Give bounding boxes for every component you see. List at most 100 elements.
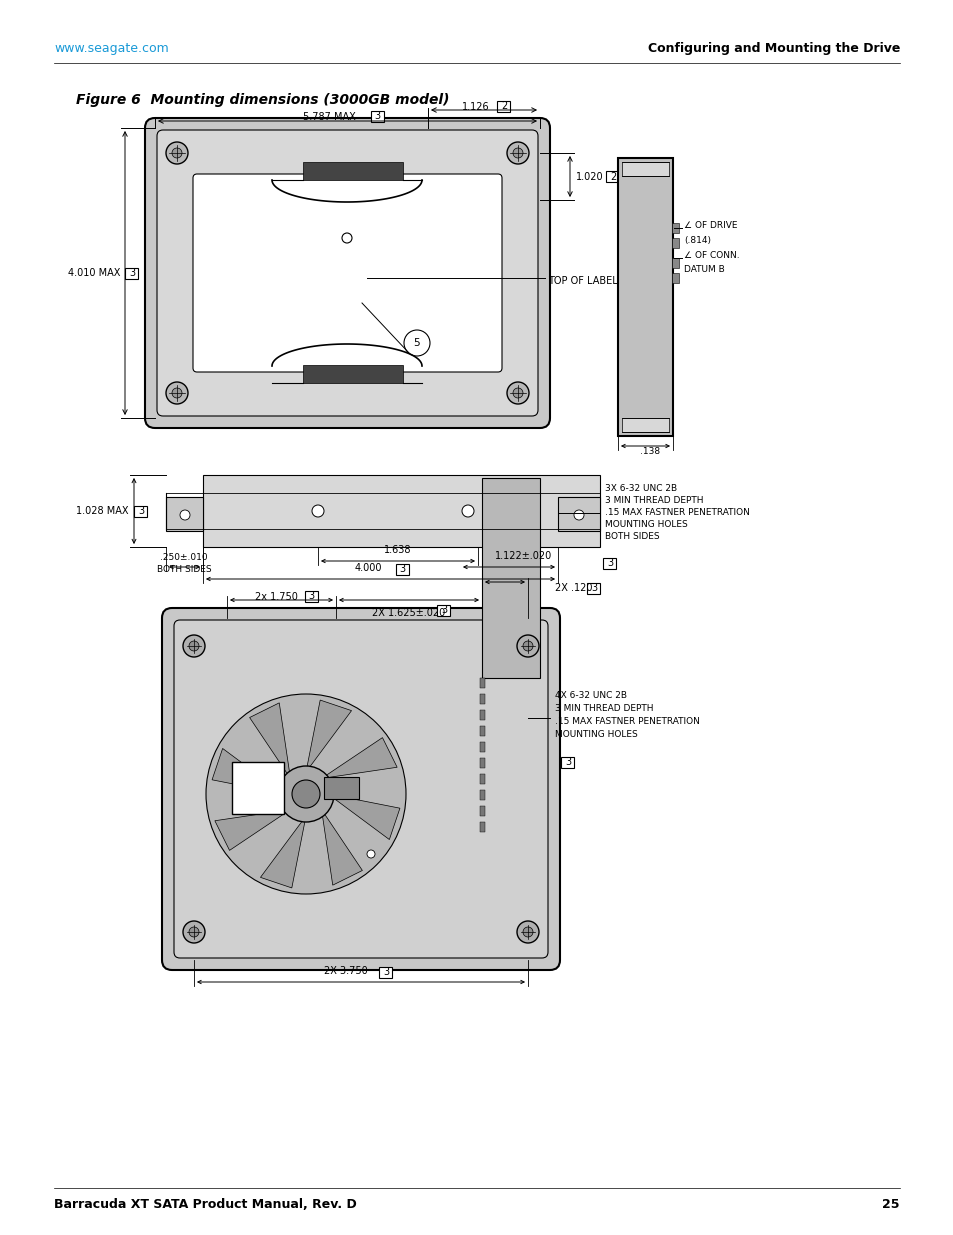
Text: 3: 3 xyxy=(440,605,447,615)
FancyBboxPatch shape xyxy=(162,608,559,969)
Text: 3: 3 xyxy=(606,558,613,568)
Text: DATUM B: DATUM B xyxy=(683,266,724,274)
Circle shape xyxy=(172,388,182,398)
Text: BOTH SIDES: BOTH SIDES xyxy=(156,564,212,573)
Circle shape xyxy=(574,510,583,520)
FancyBboxPatch shape xyxy=(157,130,537,416)
FancyBboxPatch shape xyxy=(603,557,616,568)
Circle shape xyxy=(166,382,188,404)
Circle shape xyxy=(522,927,533,937)
Text: 4X 6-32 UNC 2B: 4X 6-32 UNC 2B xyxy=(555,692,626,700)
Polygon shape xyxy=(328,794,399,840)
Circle shape xyxy=(277,766,334,823)
FancyBboxPatch shape xyxy=(379,967,392,977)
FancyBboxPatch shape xyxy=(145,119,550,429)
Circle shape xyxy=(517,635,538,657)
Text: .138: .138 xyxy=(639,447,659,456)
Text: 1.122±.020: 1.122±.020 xyxy=(495,551,552,561)
Text: (.814): (.814) xyxy=(683,236,710,246)
Circle shape xyxy=(292,781,319,808)
Polygon shape xyxy=(260,816,306,888)
Text: TOP OF LABEL: TOP OF LABEL xyxy=(547,275,618,287)
Bar xyxy=(479,742,484,752)
Circle shape xyxy=(341,233,352,243)
Bar xyxy=(303,162,402,180)
Bar xyxy=(558,496,599,531)
Bar xyxy=(479,774,484,784)
Bar xyxy=(166,496,203,531)
Circle shape xyxy=(461,505,474,517)
FancyBboxPatch shape xyxy=(305,590,317,601)
Bar xyxy=(479,758,484,768)
Text: 4.010 MAX: 4.010 MAX xyxy=(68,268,120,278)
Text: 2: 2 xyxy=(500,101,507,111)
Text: 3: 3 xyxy=(129,268,135,278)
FancyBboxPatch shape xyxy=(561,757,574,767)
Bar xyxy=(479,726,484,736)
Text: 1.028 MAX: 1.028 MAX xyxy=(76,506,129,516)
Circle shape xyxy=(183,635,205,657)
Text: 2X 1.625±.020: 2X 1.625±.020 xyxy=(372,608,445,618)
Text: 3 MIN THREAD DEPTH: 3 MIN THREAD DEPTH xyxy=(604,496,702,505)
Polygon shape xyxy=(306,700,351,772)
Text: 3: 3 xyxy=(308,592,314,601)
FancyBboxPatch shape xyxy=(126,268,138,279)
Text: Figure 6  Mounting dimensions (3000GB model): Figure 6 Mounting dimensions (3000GB mod… xyxy=(76,93,449,107)
Text: 2X .120: 2X .120 xyxy=(555,583,592,593)
Bar xyxy=(621,417,668,432)
Text: MOUNTING HOLES: MOUNTING HOLES xyxy=(555,730,638,739)
Bar xyxy=(671,224,679,233)
Text: 2: 2 xyxy=(609,172,616,182)
Circle shape xyxy=(513,388,522,398)
Text: ∠ OF DRIVE: ∠ OF DRIVE xyxy=(683,221,737,231)
Text: 3: 3 xyxy=(374,111,380,121)
Text: 5: 5 xyxy=(414,338,420,348)
Bar xyxy=(479,806,484,816)
FancyBboxPatch shape xyxy=(134,505,148,516)
Polygon shape xyxy=(321,737,396,778)
Bar xyxy=(479,694,484,704)
Bar xyxy=(481,478,539,678)
Text: .15 MAX FASTNER PENETRATION: .15 MAX FASTNER PENETRATION xyxy=(604,508,749,517)
Circle shape xyxy=(166,142,188,164)
Text: .15 MAX FASTNER PENETRATION: .15 MAX FASTNER PENETRATION xyxy=(555,718,700,726)
Bar xyxy=(479,823,484,832)
Polygon shape xyxy=(212,748,284,794)
FancyBboxPatch shape xyxy=(193,174,501,372)
FancyBboxPatch shape xyxy=(173,620,547,958)
Bar xyxy=(324,777,358,799)
Text: 3: 3 xyxy=(382,967,389,977)
Text: 25: 25 xyxy=(882,1198,899,1212)
Bar xyxy=(671,238,679,248)
Bar xyxy=(203,475,599,547)
Circle shape xyxy=(180,510,190,520)
Bar xyxy=(303,366,402,383)
Text: 3: 3 xyxy=(590,583,597,593)
Circle shape xyxy=(517,921,538,944)
Polygon shape xyxy=(321,810,362,885)
Bar xyxy=(671,258,679,268)
Bar xyxy=(671,273,679,283)
Text: 3 MIN THREAD DEPTH: 3 MIN THREAD DEPTH xyxy=(555,704,653,713)
Bar xyxy=(232,762,284,814)
Bar xyxy=(479,790,484,800)
FancyBboxPatch shape xyxy=(606,170,618,182)
Circle shape xyxy=(522,641,533,651)
FancyBboxPatch shape xyxy=(497,100,510,111)
Circle shape xyxy=(403,330,430,356)
Circle shape xyxy=(189,641,199,651)
Text: MOUNTING HOLES: MOUNTING HOLES xyxy=(604,520,687,529)
Circle shape xyxy=(506,142,529,164)
Text: Barracuda XT SATA Product Manual, Rev. D: Barracuda XT SATA Product Manual, Rev. D xyxy=(54,1198,356,1212)
Text: 1.638: 1.638 xyxy=(384,545,412,555)
Text: 1.020: 1.020 xyxy=(576,172,603,182)
Text: 1.126: 1.126 xyxy=(461,103,489,112)
Text: 5.787 MAX: 5.787 MAX xyxy=(303,112,355,122)
Polygon shape xyxy=(250,703,290,778)
Circle shape xyxy=(367,850,375,858)
FancyBboxPatch shape xyxy=(395,563,409,574)
FancyBboxPatch shape xyxy=(437,604,450,615)
Bar xyxy=(479,710,484,720)
Text: 2X 3.750: 2X 3.750 xyxy=(324,966,368,976)
Circle shape xyxy=(506,382,529,404)
